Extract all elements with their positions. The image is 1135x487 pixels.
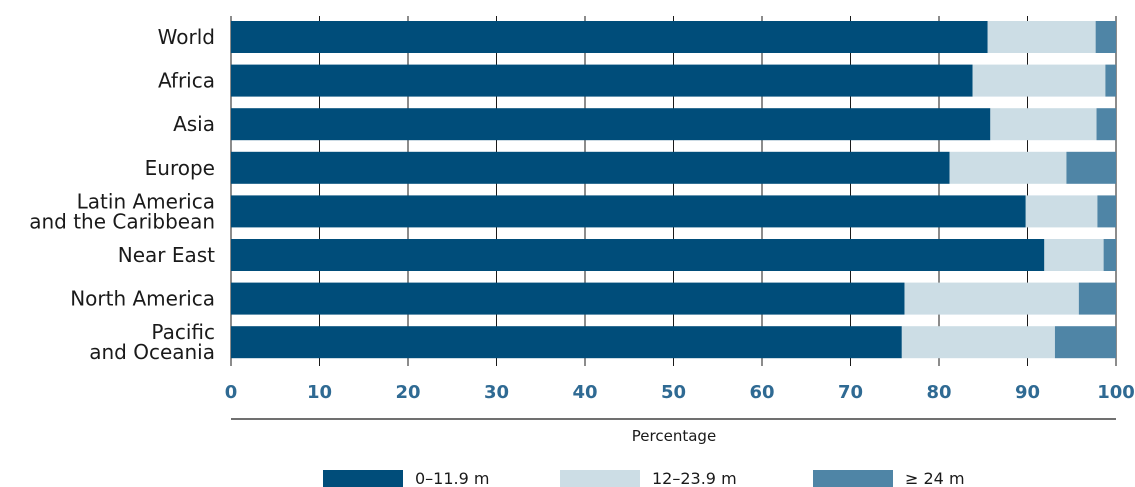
legend-label: 0–11.9 m	[415, 469, 489, 487]
bar-segment	[901, 326, 1055, 359]
bar-segment	[1025, 195, 1098, 228]
bar-segment	[231, 282, 905, 315]
bar-segment	[231, 151, 950, 184]
bar-segment	[231, 326, 902, 359]
bar-segment	[990, 108, 1097, 141]
bar-segment	[972, 64, 1106, 97]
bar-segment	[1097, 195, 1116, 228]
legend-label: ≥ 24 m	[905, 469, 965, 487]
bar-segment	[1103, 239, 1116, 271]
bar-segment	[1044, 239, 1104, 271]
bar-segment	[1096, 108, 1116, 141]
bar-segment	[987, 21, 1096, 53]
bar-segment	[1105, 64, 1116, 97]
bar-segment	[1078, 282, 1116, 315]
x-tick-label: 70	[838, 382, 863, 403]
x-tick-label: 10	[307, 382, 332, 403]
x-tick-label: 60	[749, 382, 774, 403]
bar-segment	[904, 282, 1079, 315]
legend-swatch	[560, 470, 640, 487]
bars	[231, 21, 1116, 359]
x-tick-label: 80	[926, 382, 951, 403]
bar-segment	[231, 195, 1026, 228]
x-tick-labels: 0 10 20 30 40 50 60 70 80 90 100	[225, 382, 1135, 403]
category-label: and Oceania	[89, 340, 215, 364]
category-label: North America	[70, 287, 215, 311]
category-label: Near East	[118, 243, 215, 267]
bar-segment	[1066, 151, 1116, 184]
x-tick-label: 0	[225, 382, 238, 403]
legend-swatch	[323, 470, 403, 487]
bar-segment	[231, 21, 988, 53]
category-label: Europe	[145, 156, 215, 180]
x-tick-label: 100	[1097, 382, 1135, 403]
x-tick-label: 30	[484, 382, 509, 403]
category-label: Latin America	[77, 189, 215, 213]
legend-swatch	[813, 470, 893, 487]
category-label: Africa	[158, 69, 215, 93]
bar-segment	[231, 64, 973, 97]
bar-segment	[1054, 326, 1116, 359]
category-label: and the Caribbean	[29, 209, 215, 233]
legend-label: 12–23.9 m	[652, 469, 737, 487]
x-tick-label: 90	[1015, 382, 1040, 403]
x-tick-label: 40	[572, 382, 597, 403]
x-axis-title: Percentage	[632, 427, 716, 445]
bar-segment	[231, 108, 991, 141]
category-label: World	[158, 25, 215, 49]
legend: 0–11.9 m 12–23.9 m ≥ 24 m	[323, 469, 965, 487]
category-label: Asia	[173, 112, 215, 136]
x-tick-label: 20	[395, 382, 420, 403]
x-tick-label: 50	[661, 382, 686, 403]
bar-segment	[1095, 21, 1116, 53]
bar-segment	[949, 151, 1067, 184]
category-label: Pacific	[151, 320, 215, 344]
bar-segment	[231, 239, 1045, 271]
